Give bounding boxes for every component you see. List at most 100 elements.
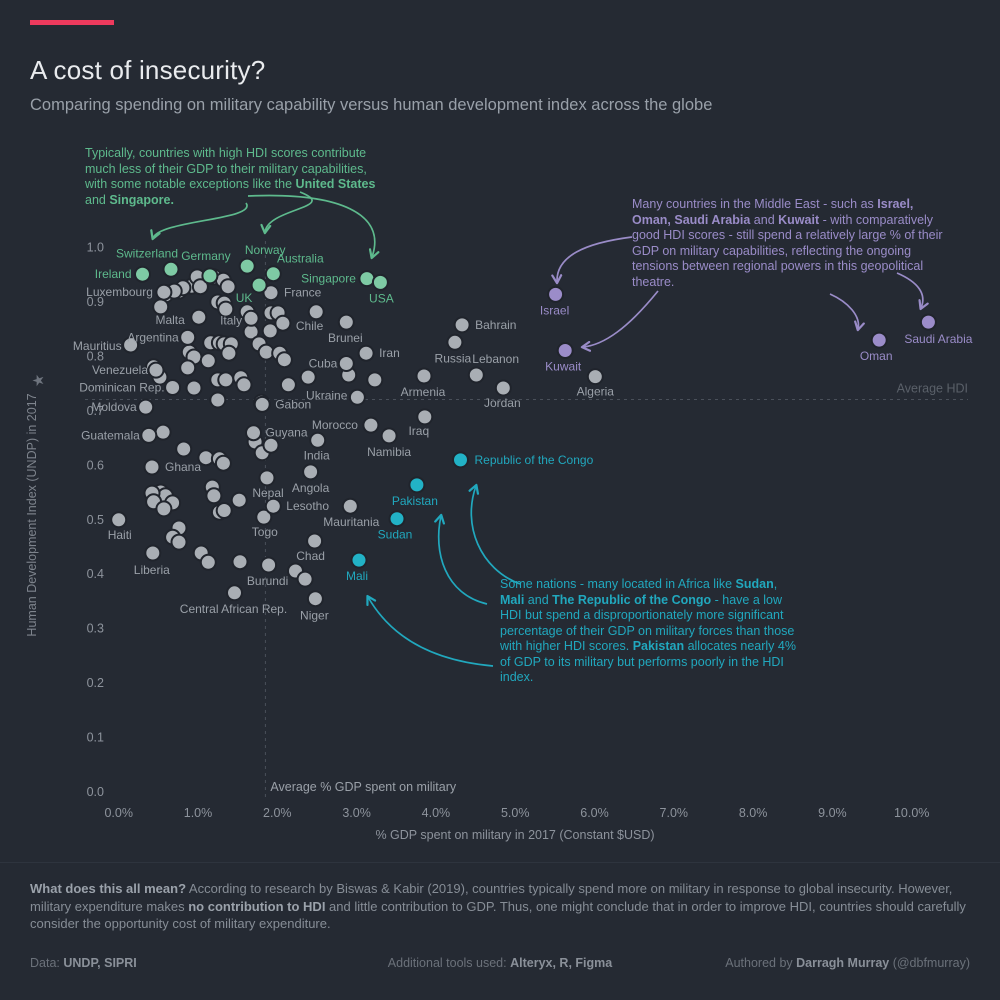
data-point[interactable]: [217, 300, 235, 318]
emphasis-text: Oman, Saudi Arabia: [632, 212, 751, 227]
data-point-saudi-arabia[interactable]: [919, 313, 937, 331]
data-point-malta[interactable]: [190, 308, 208, 326]
data-point-luxembourg[interactable]: [155, 283, 173, 301]
data-point[interactable]: [219, 278, 237, 296]
data-point[interactable]: [235, 376, 253, 394]
data-point-lebanon[interactable]: [467, 366, 485, 384]
data-point-cuba[interactable]: [337, 355, 355, 372]
data-point-iraq[interactable]: [416, 408, 434, 426]
data-point-france[interactable]: [262, 284, 280, 302]
data-point-angola[interactable]: [302, 463, 320, 481]
data-point[interactable]: [185, 379, 203, 397]
data-point-jordan[interactable]: [494, 379, 512, 397]
data-point-sudan[interactable]: [388, 510, 406, 528]
data-point[interactable]: [205, 487, 223, 505]
data-point-haiti[interactable]: [110, 511, 128, 529]
country-label-niger: Niger: [300, 609, 329, 623]
y-tick-label: 0.9: [87, 295, 104, 309]
data-point-ghana[interactable]: [143, 458, 161, 476]
data-point[interactable]: [214, 454, 232, 472]
data-point-switzerland[interactable]: [162, 260, 180, 278]
country-label-guyana: Guyana: [266, 426, 308, 440]
data-point-iran[interactable]: [357, 344, 375, 362]
data-point-burundi[interactable]: [260, 556, 278, 574]
data-point-brunei[interactable]: [337, 313, 355, 331]
arrow-to-usa: [247, 194, 380, 260]
data-point-guatemala[interactable]: [140, 426, 158, 444]
data-point-italy[interactable]: [242, 309, 260, 327]
data-point[interactable]: [209, 391, 227, 409]
country-label-russia: Russia: [435, 351, 472, 365]
data-point-ireland[interactable]: [134, 265, 151, 283]
data-point[interactable]: [170, 533, 188, 551]
data-point-moldova[interactable]: [137, 398, 155, 416]
data-point-namibia[interactable]: [380, 427, 398, 445]
data-point[interactable]: [154, 423, 172, 441]
data-point-morocco[interactable]: [362, 416, 380, 434]
data-point-mauritania[interactable]: [341, 497, 359, 515]
x-tick-label: 4.0%: [422, 806, 451, 820]
data-point-germany[interactable]: [201, 267, 219, 285]
data-point-chile[interactable]: [274, 314, 292, 332]
data-point-india[interactable]: [309, 431, 327, 449]
y-tick-label: 0.3: [87, 622, 104, 636]
data-point-mali[interactable]: [350, 551, 368, 569]
data-point-bahrain[interactable]: [453, 316, 471, 334]
data-point-ukraine[interactable]: [348, 388, 366, 406]
data-point-niger[interactable]: [306, 590, 324, 608]
data-point[interactable]: [262, 436, 280, 454]
data-point-kuwait[interactable]: [556, 342, 574, 359]
data-point[interactable]: [215, 502, 233, 519]
data-point[interactable]: [279, 376, 297, 394]
data-point-central-african-rep-[interactable]: [226, 584, 243, 602]
country-label-usa: USA: [369, 291, 394, 305]
country-label-moldova: Moldova: [91, 400, 137, 414]
body-text: ,: [773, 577, 778, 591]
data-point-israel[interactable]: [547, 285, 565, 303]
data-point[interactable]: [217, 371, 235, 389]
data-point[interactable]: [307, 303, 325, 321]
data-point-mauritius[interactable]: [122, 336, 140, 354]
data-point[interactable]: [366, 371, 384, 389]
data-point[interactable]: [299, 368, 317, 386]
data-point-gabon[interactable]: [253, 395, 271, 413]
data-point-pakistan[interactable]: [408, 476, 426, 494]
data-point-argentina[interactable]: [179, 328, 197, 346]
data-point-australia[interactable]: [264, 265, 282, 283]
emphasis-text: Singapore.: [109, 192, 174, 207]
data-point-togo[interactable]: [255, 508, 273, 526]
data-point[interactable]: [179, 359, 197, 377]
data-point-algeria[interactable]: [586, 368, 604, 386]
data-point-oman[interactable]: [870, 331, 888, 349]
data-point[interactable]: [230, 491, 248, 509]
data-point[interactable]: [155, 500, 173, 518]
data-point-lesotho[interactable]: [264, 497, 282, 515]
data-point-republic-of-the-congo[interactable]: [452, 451, 469, 469]
data-point-norway[interactable]: [238, 257, 256, 275]
data-point-dominican-rep-[interactable]: [164, 379, 182, 396]
data-point[interactable]: [199, 352, 217, 370]
country-label-ukraine: Ukraine: [306, 388, 348, 402]
data-point[interactable]: [175, 440, 193, 458]
data-point[interactable]: [152, 298, 170, 316]
credit-tools: Additional tools used: Alteryx, R, Figma: [0, 956, 1000, 970]
data-point-uk[interactable]: [250, 276, 268, 294]
y-tick-label: 0.6: [87, 458, 104, 472]
data-point-nepal[interactable]: [258, 469, 276, 487]
data-point-venezuela[interactable]: [147, 361, 165, 379]
country-label-morocco: Morocco: [312, 418, 358, 432]
data-point[interactable]: [191, 278, 209, 296]
data-point-russia[interactable]: [446, 333, 464, 351]
data-point-chad[interactable]: [306, 532, 324, 550]
data-point[interactable]: [199, 553, 217, 571]
data-point-armenia[interactable]: [415, 367, 433, 385]
data-point-guyana[interactable]: [245, 424, 262, 442]
data-point-liberia[interactable]: [144, 544, 162, 562]
data-point[interactable]: [220, 344, 238, 362]
data-point[interactable]: [231, 553, 249, 571]
data-point[interactable]: [296, 570, 314, 588]
data-point[interactable]: [261, 322, 279, 340]
data-point-usa[interactable]: [371, 273, 389, 291]
data-point[interactable]: [275, 351, 293, 369]
